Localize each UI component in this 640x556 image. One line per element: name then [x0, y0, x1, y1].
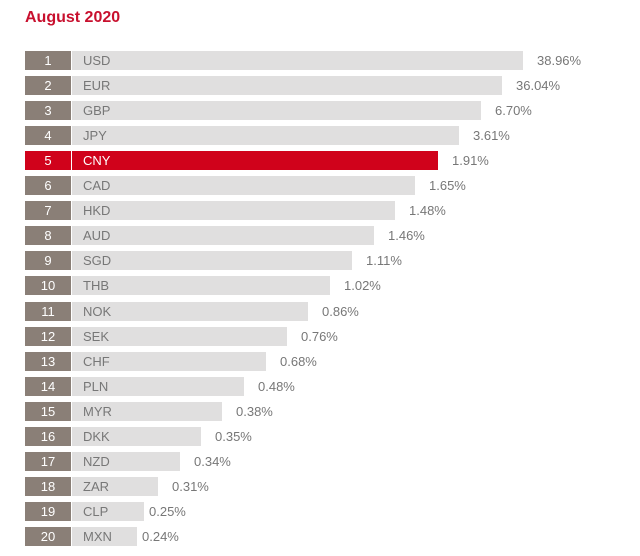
- currency-label: USD: [83, 53, 111, 68]
- bar: [72, 501, 144, 521]
- currency-label: AUD: [83, 228, 111, 244]
- bar: [72, 301, 308, 321]
- value-label: 0.68%: [280, 353, 317, 369]
- value-label: 0.25%: [149, 503, 186, 519]
- bar: [72, 326, 287, 346]
- currency-label: HKD: [83, 203, 111, 219]
- value-label: 36.04%: [516, 78, 561, 94]
- rank-label: 17: [25, 451, 71, 471]
- rank-label: 1: [25, 51, 71, 70]
- currency-label: THB: [83, 278, 109, 294]
- rank-label: 9: [25, 251, 71, 271]
- rank-label: 6: [25, 176, 71, 196]
- rank-label: 10: [25, 276, 71, 296]
- value-label: 0.38%: [236, 403, 273, 419]
- rank-label: 16: [25, 426, 71, 446]
- bar: [72, 276, 330, 296]
- value-label: 0.34%: [194, 453, 231, 469]
- value-label: 0.24%: [142, 528, 179, 544]
- value-label: 0.76%: [301, 328, 338, 344]
- bar: [72, 126, 459, 146]
- bar: [72, 451, 180, 471]
- rank-label: 8: [25, 226, 71, 246]
- rank-label: 18: [25, 476, 71, 496]
- bar: [72, 176, 415, 196]
- rank-label: 14: [25, 376, 71, 396]
- rank-label: 2: [25, 76, 71, 96]
- value-label: 0.86%: [322, 303, 359, 319]
- currency-label: DKK: [83, 428, 110, 444]
- currency-label: NZD: [83, 453, 110, 469]
- bar: [72, 51, 523, 70]
- bar: [72, 151, 438, 171]
- currency-label: MXN: [83, 528, 112, 544]
- bar: [72, 526, 137, 546]
- value-label: 1.91%: [452, 153, 489, 169]
- rank-label: 7: [25, 201, 71, 221]
- currency-label: EUR: [83, 78, 111, 94]
- bar: [72, 251, 352, 271]
- value-label: 1.02%: [344, 278, 381, 294]
- value-label: 3.61%: [473, 128, 510, 144]
- rank-label: 5: [25, 151, 71, 171]
- rank-label: 3: [25, 101, 71, 121]
- value-label: 1.65%: [429, 178, 466, 194]
- currency-label: SEK: [83, 328, 110, 344]
- chart-title: August 2020: [25, 9, 121, 26]
- value-label: 0.48%: [258, 378, 295, 394]
- currency-label: MYR: [83, 403, 112, 419]
- currency-label: GBP: [83, 103, 111, 119]
- currency-label: SGD: [83, 253, 112, 269]
- rank-label: 13: [25, 351, 71, 371]
- value-label: 1.48%: [409, 203, 446, 219]
- currency-label: CNY: [83, 153, 111, 169]
- currency-label: NOK: [83, 303, 112, 319]
- value-label: 1.11%: [366, 253, 402, 269]
- value-label: 0.31%: [172, 478, 209, 494]
- value-label: 6.70%: [495, 103, 532, 119]
- bar: [72, 226, 374, 246]
- bar: [72, 101, 481, 121]
- rank-label: 19: [25, 501, 71, 521]
- rank-label: 15: [25, 401, 71, 421]
- bar: [72, 476, 158, 496]
- bar: [72, 376, 244, 396]
- value-label: 0.35%: [215, 428, 252, 444]
- currency-label: JPY: [83, 128, 107, 144]
- currency-label: CLP: [83, 503, 109, 519]
- value-label: 1.46%: [388, 228, 425, 244]
- bar: [72, 351, 266, 371]
- rank-label: 20: [25, 526, 71, 546]
- bar: [72, 76, 502, 96]
- bar: [72, 201, 395, 221]
- rank-label: 4: [25, 126, 71, 146]
- bar: [72, 426, 201, 446]
- currency-label: CAD: [83, 178, 111, 194]
- rank-label: 11: [25, 301, 71, 321]
- currency-label: ZAR: [83, 478, 109, 494]
- currency-label: PLN: [83, 378, 109, 394]
- bar: [72, 401, 222, 421]
- value-label: 38.96%: [537, 53, 582, 68]
- currency-label: CHF: [83, 353, 110, 369]
- rank-label: 12: [25, 326, 71, 346]
